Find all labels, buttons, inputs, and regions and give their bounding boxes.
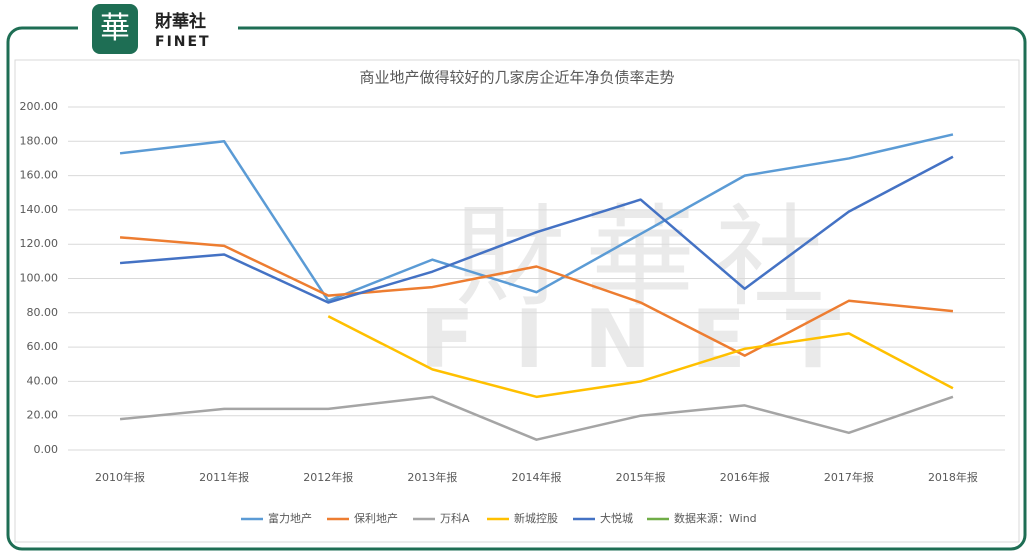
x-tick-label: 2011年报 xyxy=(199,470,249,484)
x-tick-label: 2016年报 xyxy=(720,470,770,484)
series-line xyxy=(119,395,954,441)
x-tick-label: 2018年报 xyxy=(928,470,978,484)
legend-label: 富力地产 xyxy=(268,511,312,525)
y-tick-label: 60.00 xyxy=(27,340,59,353)
y-tick-label: 0.00 xyxy=(34,443,59,456)
logo-icon-char: 華 xyxy=(100,11,130,46)
x-tick-label: 2015年报 xyxy=(616,470,666,484)
logo-icon xyxy=(92,4,138,54)
chart-title: 商业地产做得较好的几家房企近年净负债率走势 xyxy=(359,69,674,87)
logo-en: FINET xyxy=(155,34,211,50)
watermark-en: FINET xyxy=(420,293,881,386)
y-tick-label: 160.00 xyxy=(20,169,59,182)
y-tick-label: 100.00 xyxy=(20,272,59,285)
y-tick-label: 140.00 xyxy=(20,203,59,216)
y-tick-label: 120.00 xyxy=(20,237,59,250)
y-tick-label: 40.00 xyxy=(27,374,59,387)
y-tick-label: 200.00 xyxy=(20,100,59,113)
legend-label: 大悦城 xyxy=(600,511,633,525)
x-tick-label: 2010年报 xyxy=(95,470,145,484)
legend-label: 新城控股 xyxy=(514,511,558,525)
x-tick-label: 2012年报 xyxy=(303,470,353,484)
x-tick-label: 2014年报 xyxy=(512,470,562,484)
legend-label: 万科A xyxy=(440,511,470,525)
legend-label: 数据来源：Wind xyxy=(674,511,757,525)
y-tick-label: 180.00 xyxy=(20,134,59,147)
watermark: 財華社 FINET xyxy=(420,193,881,386)
watermark-name: 財華社 xyxy=(455,193,845,321)
x-tick-label: 2013年报 xyxy=(407,470,457,484)
y-tick-label: 20.00 xyxy=(27,409,59,422)
series-line xyxy=(119,133,954,303)
series-line xyxy=(119,236,954,357)
y-tick-label: 80.00 xyxy=(27,306,59,319)
x-tick-label: 2017年报 xyxy=(824,470,874,484)
logo-name: 財華社 xyxy=(154,11,206,32)
legend-label: 保利地产 xyxy=(354,511,398,525)
series-line xyxy=(327,315,954,399)
series-line xyxy=(119,155,954,304)
